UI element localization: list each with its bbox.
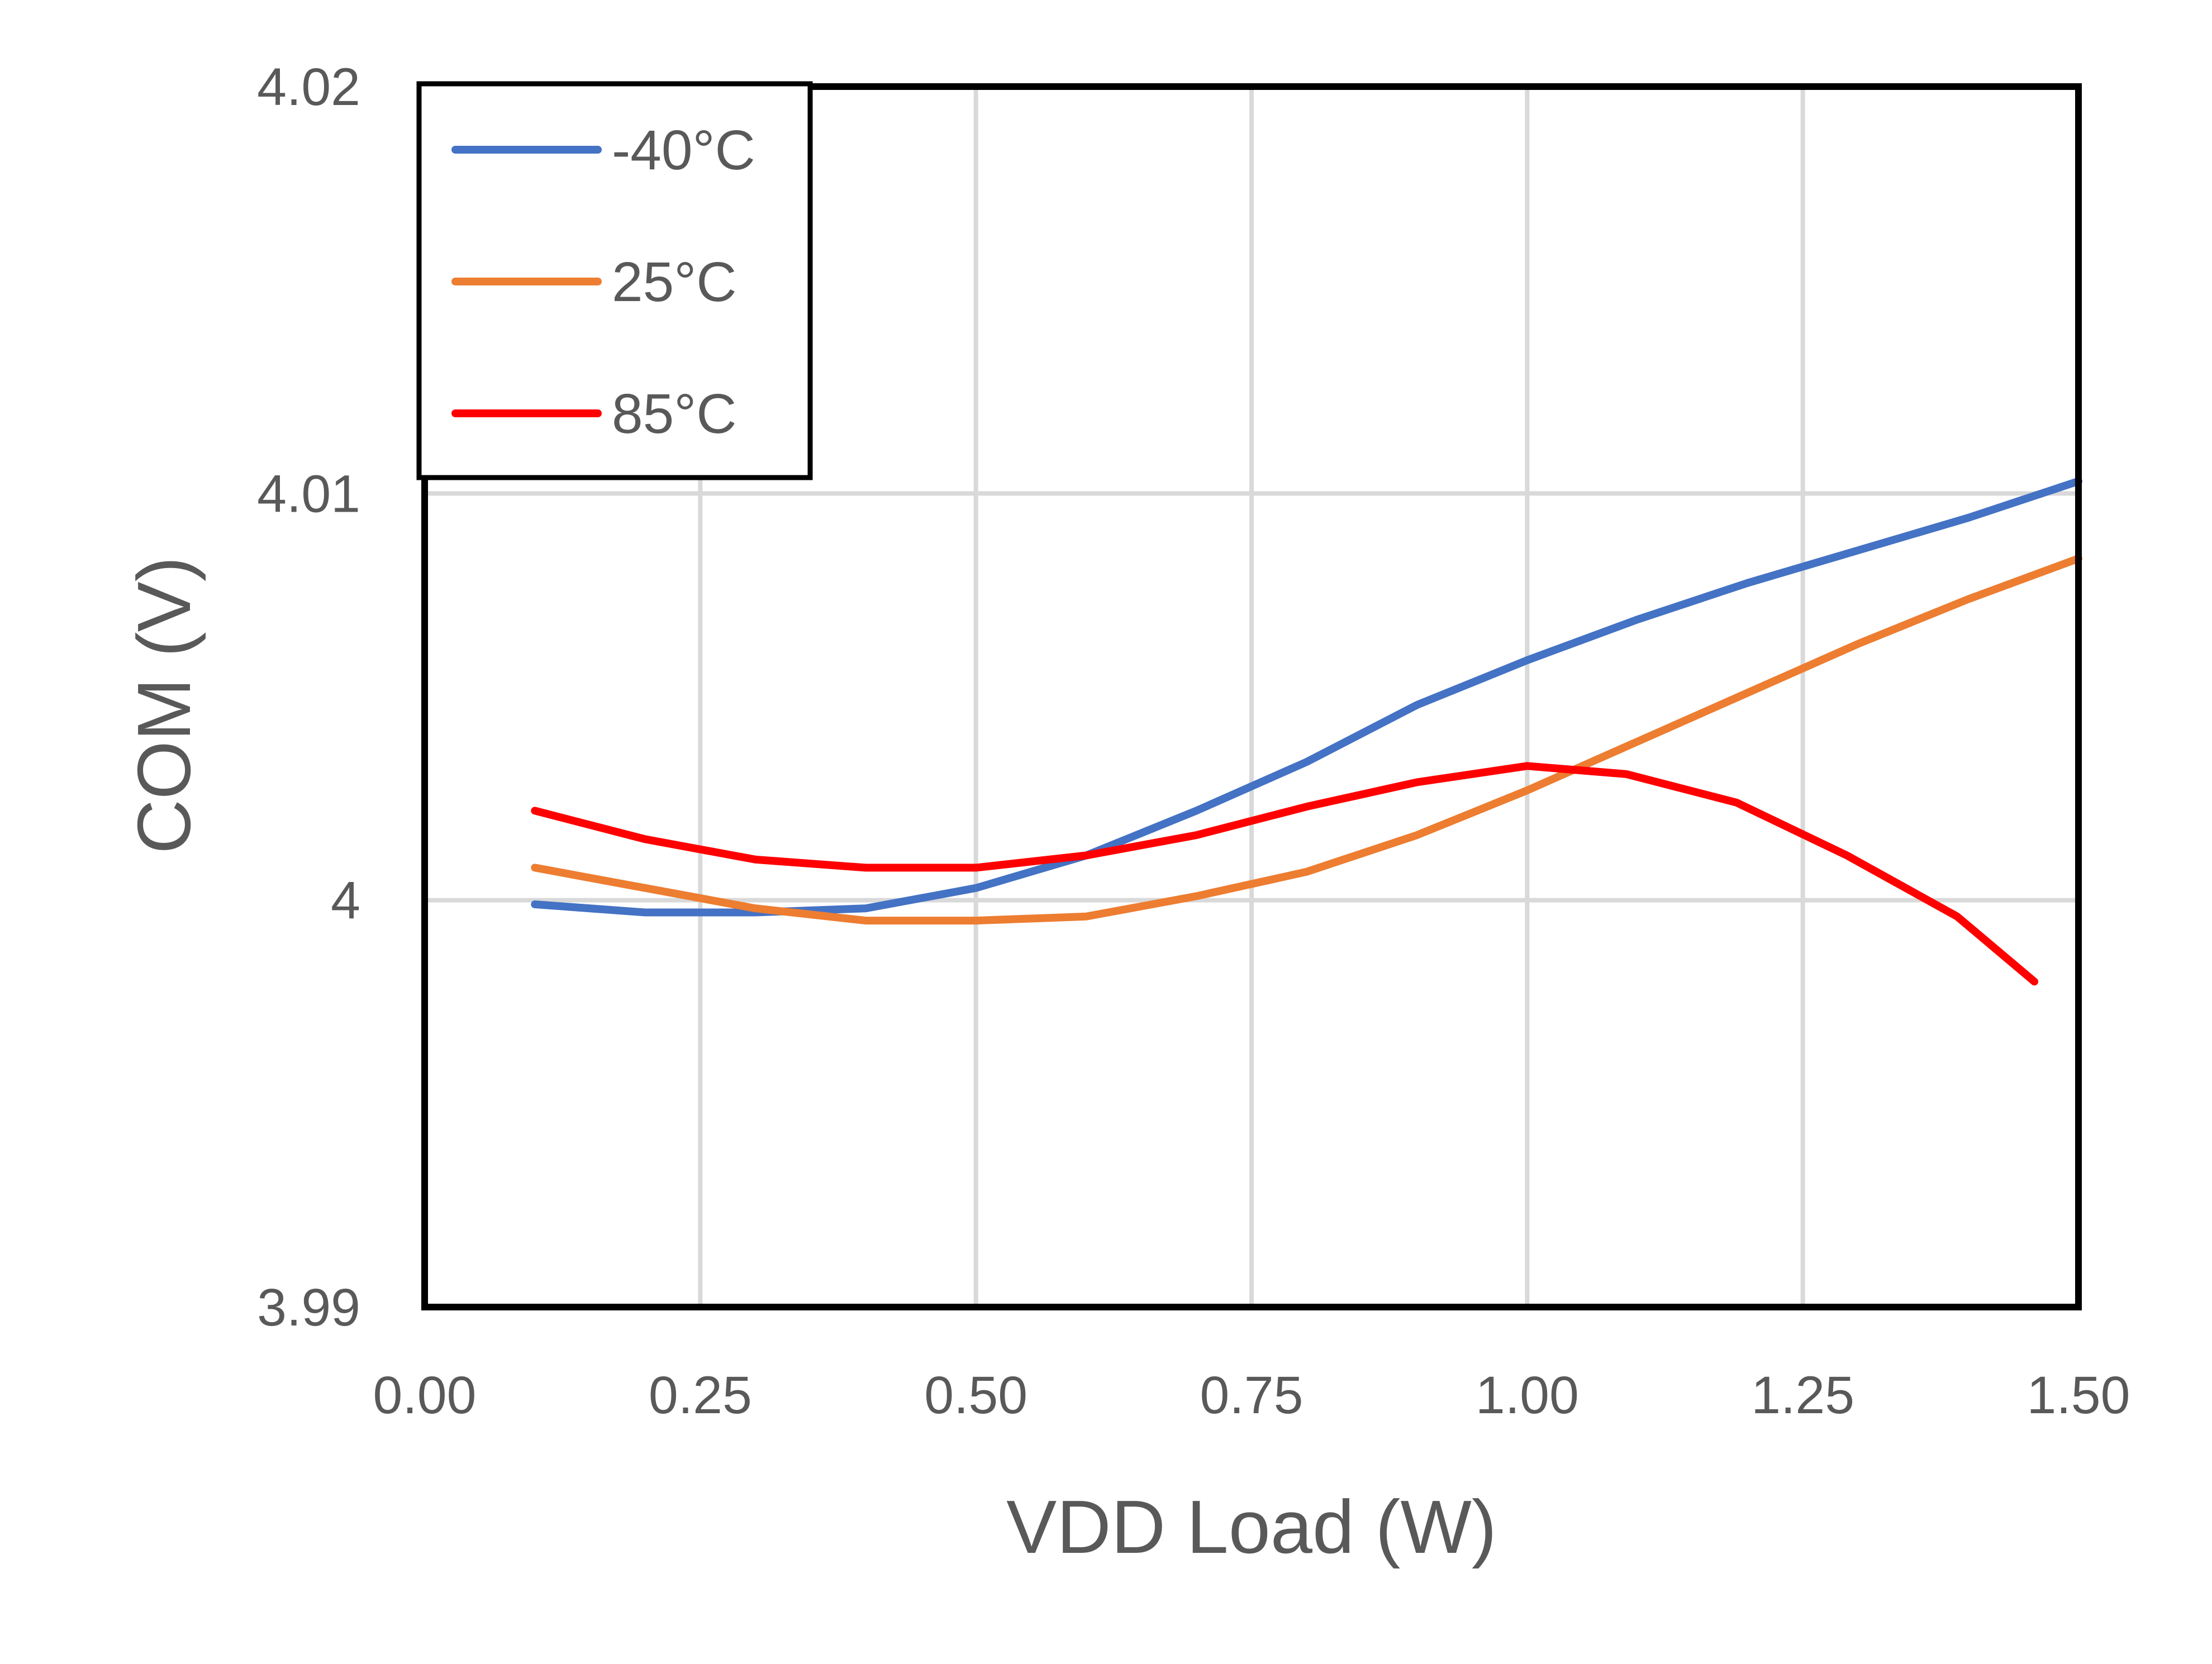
x-tick-labels: 0.00 0.25 0.50 0.75 1.00 1.25 1.50 xyxy=(373,1366,2130,1425)
y-tick-label: 4 xyxy=(331,871,360,931)
series-line-1 xyxy=(531,554,2082,925)
legend-items: -40°C 25°C 85°C xyxy=(451,119,755,445)
x-tick-label: 0.25 xyxy=(649,1366,752,1425)
x-axis-title: VDD Load (W) xyxy=(1006,1485,1497,1569)
x-tick-label: 0.50 xyxy=(924,1366,1027,1425)
x-tick-label: 1.25 xyxy=(1751,1366,1854,1425)
x-gridlines xyxy=(698,87,1805,1307)
y-tick-label: 4.02 xyxy=(257,58,360,117)
x-tick-label: 0.75 xyxy=(1200,1366,1304,1425)
plot-area-border xyxy=(421,83,2082,1310)
series-line-2 xyxy=(531,762,2039,986)
legend-label-1: 25°C xyxy=(612,251,736,313)
legend-label-0: -40°C xyxy=(612,119,755,182)
y-axis-title: COM (V) xyxy=(122,556,206,854)
y-tick-label: 3.99 xyxy=(257,1278,360,1337)
series-layer xyxy=(531,477,2082,986)
x-tick-label: 1.50 xyxy=(2027,1366,2130,1425)
x-tick-label: 1.00 xyxy=(1476,1366,1579,1425)
y-tick-labels: 3.99 4 4.01 4.02 xyxy=(257,58,360,1337)
legend: -40°C 25°C 85°C xyxy=(416,81,813,480)
y-tick-label: 4.01 xyxy=(257,464,360,523)
legend-label-2: 85°C xyxy=(612,383,736,445)
x-tick-label: 0.00 xyxy=(373,1366,477,1425)
